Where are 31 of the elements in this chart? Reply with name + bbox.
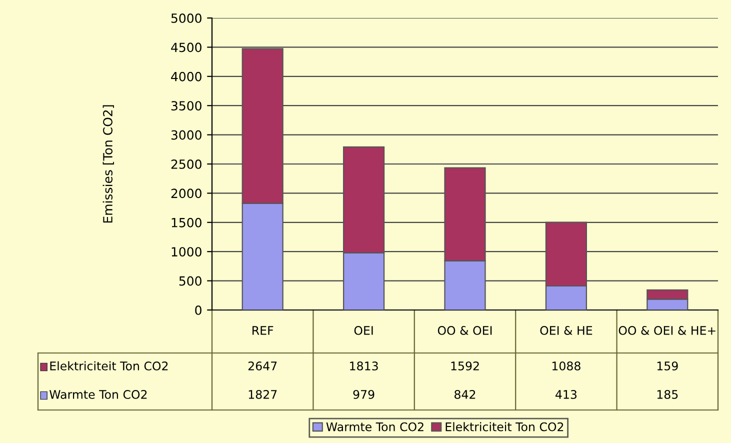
y-tick-label: 5000 xyxy=(171,13,202,23)
legend-label: Warmte Ton CO2 xyxy=(326,422,424,432)
y-tick-label: 0 xyxy=(195,305,202,315)
y-tick-label: 4500 xyxy=(171,42,202,52)
y-tick-label: 3500 xyxy=(171,101,202,111)
text: Warmte Ton CO2 xyxy=(50,390,147,399)
y-tick-label: 2500 xyxy=(171,159,202,169)
y-tick-label: 4000 xyxy=(171,72,202,82)
y-tick-label: 1000 xyxy=(172,247,202,257)
x-tick-label: OEI xyxy=(354,326,373,335)
x-tick-label: REF xyxy=(252,326,274,335)
x-tick-label: OEI & HE xyxy=(540,326,592,335)
x-tick-label: OO & OEI & HE+ xyxy=(618,326,716,335)
text: Elektriciteit Ton CO2 xyxy=(446,422,564,432)
data-label: 842 xyxy=(454,390,476,399)
y-tick-label: 2000 xyxy=(171,188,202,198)
data-label: 1592 xyxy=(451,361,479,370)
legend-label: Elektriciteit Ton CO2 xyxy=(50,361,168,370)
y-tick-label: 1500 xyxy=(172,218,202,228)
y-tick-label: 3000 xyxy=(171,130,202,140)
y-axis-title: Emissies [Ton CO2] xyxy=(102,105,114,223)
data-label: 979 xyxy=(353,390,374,399)
data-label: 185 xyxy=(657,390,678,399)
data-label: 413 xyxy=(556,390,577,399)
data-label: 1813 xyxy=(350,361,378,370)
data-label: 2647 xyxy=(248,361,277,370)
data-label: 1088 xyxy=(552,361,580,370)
data-label: 159 xyxy=(657,361,678,370)
y-tick-label: 500 xyxy=(179,276,202,286)
x-tick-label: OO & OEI xyxy=(438,326,492,335)
data-label: 1827 xyxy=(248,390,277,399)
